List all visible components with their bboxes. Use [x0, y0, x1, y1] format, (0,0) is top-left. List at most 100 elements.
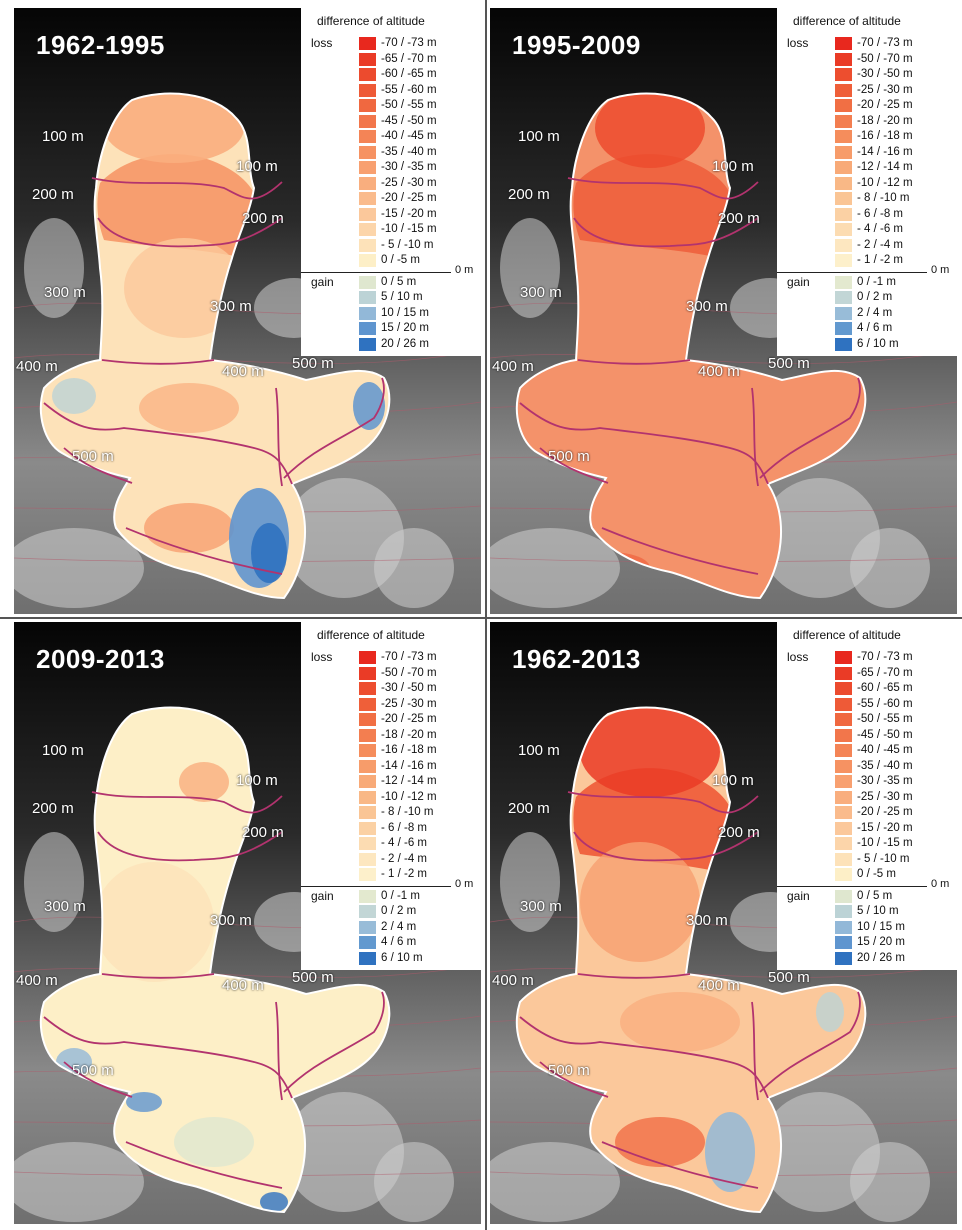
- contour-label: 300 m: [210, 298, 252, 315]
- legend-swatch: [359, 713, 376, 726]
- terrain-patch: [850, 1142, 930, 1222]
- contour-label: 500 m: [548, 1062, 590, 1079]
- contour-label: 400 m: [16, 972, 58, 989]
- legend-label: -65 / -70 m: [381, 52, 437, 65]
- legend-swatch: [359, 728, 376, 742]
- altitude-change-zone: [104, 93, 244, 163]
- legend-label: -70 / -73 m: [381, 651, 437, 663]
- legend-label: -40 / -45 m: [381, 130, 437, 142]
- contour-label: 500 m: [72, 1062, 114, 1079]
- legend-label: 6 / 10 m: [381, 951, 423, 964]
- altitude-contour: [125, 527, 283, 575]
- contour-label: 200 m: [32, 186, 74, 203]
- legend-label: -16 / -18 m: [381, 744, 437, 756]
- terrain-patch: [490, 1142, 620, 1222]
- legend-swatch: [835, 275, 852, 289]
- legend-label: 15 / 20 m: [857, 936, 905, 948]
- contour-label: 100 m: [42, 128, 84, 145]
- terrain-patch: [374, 528, 454, 608]
- terrain-patch: [14, 528, 144, 608]
- legend-label: -25 / -30 m: [381, 176, 437, 189]
- legend-loss-label: loss: [787, 36, 809, 50]
- terrain-patch: [490, 528, 620, 608]
- legend-swatch: [359, 905, 376, 918]
- vertical-divider: [485, 0, 487, 1230]
- legend-label: -35 / -40 m: [381, 145, 437, 158]
- legend-swatch: [835, 790, 852, 804]
- altitude-change-zone: [94, 862, 214, 982]
- legend-label: -50 / -55 m: [381, 99, 437, 111]
- legend-swatch: [835, 68, 852, 81]
- glacier-outline: [515, 92, 867, 600]
- legend-swatch: [835, 951, 852, 965]
- legend-swatch: [835, 130, 852, 143]
- legend-swatch: [835, 666, 852, 680]
- legend-swatch: [835, 682, 852, 695]
- altitude-change-zone: [144, 503, 234, 553]
- legend-label: -12 / -14 m: [857, 161, 913, 173]
- legend-label: -15 / -20 m: [381, 207, 437, 220]
- legend-label: -12 / -14 m: [381, 775, 437, 787]
- contour-label: 500 m: [72, 448, 114, 465]
- legend-swatch: [359, 37, 376, 50]
- legend-swatch: [359, 52, 376, 66]
- legend-swatch: [359, 83, 376, 97]
- legend-label: 2 / 4 m: [381, 920, 417, 933]
- altitude-change-zone: [615, 1117, 705, 1167]
- legend-label: -50 / -70 m: [857, 52, 913, 65]
- legend-swatch: [359, 99, 376, 112]
- legend-swatch: [835, 821, 852, 835]
- legend-swatch: [835, 852, 852, 866]
- legend-label: -70 / -73 m: [381, 37, 437, 49]
- legend-swatch: [835, 223, 852, 236]
- legend-swatch: [359, 192, 376, 205]
- legend-label: -30 / -35 m: [857, 775, 913, 787]
- legend-label: -25 / -30 m: [857, 83, 913, 96]
- legend-label: -25 / -30 m: [381, 697, 437, 710]
- legend-swatch: [359, 275, 376, 289]
- contour-label: 500 m: [768, 969, 810, 986]
- contour-label: 400 m: [16, 358, 58, 375]
- legend-label: -14 / -16 m: [857, 145, 913, 158]
- legend-label: - 1 / -2 m: [381, 868, 428, 880]
- zero-label: 0 m: [931, 877, 950, 890]
- legend-swatch: [359, 207, 376, 221]
- legend-swatch: [835, 905, 852, 918]
- altitude-contour: [63, 447, 133, 484]
- altitude-change-zone: [816, 992, 844, 1032]
- contour-label: 200 m: [242, 824, 284, 841]
- legend-label: - 4 / -6 m: [857, 223, 904, 235]
- altitude-change-zone: [595, 93, 705, 168]
- altitude-contour: [573, 217, 759, 248]
- legend-label: 20 / 26 m: [857, 951, 905, 964]
- legend-swatch: [359, 682, 376, 695]
- legend-label: -70 / -73 m: [857, 37, 913, 49]
- legend-swatch: [359, 666, 376, 680]
- legend-swatch: [835, 254, 852, 267]
- contour-label: 400 m: [698, 977, 740, 994]
- legend-label: 4 / 6 m: [381, 936, 417, 948]
- glacier-outline: [515, 706, 867, 1214]
- legend-swatch: [359, 145, 376, 159]
- legend-swatch: [835, 52, 852, 66]
- legend-loss-label: loss: [311, 650, 333, 664]
- legend-label: -60 / -65 m: [857, 682, 913, 694]
- legend-label: -55 / -60 m: [381, 83, 437, 96]
- glacier-outline: [39, 706, 391, 1214]
- legend-label: -10 / -15 m: [381, 223, 437, 235]
- legend-label: - 1 / -2 m: [857, 254, 904, 266]
- legend-gain-label: gain: [311, 888, 334, 903]
- legend-label: -35 / -40 m: [857, 759, 913, 772]
- panel-title: 1995-2009: [512, 30, 641, 60]
- map-panel: 1962-2013 100 m 100 m 200 m 200 m 300 m 300 m 4…: [490, 622, 957, 1224]
- legend-label: 2 / 4 m: [857, 306, 893, 319]
- altitude-change-zone: [52, 378, 96, 414]
- altitude-contour: [573, 831, 759, 862]
- contour-label: 300 m: [44, 898, 86, 915]
- contour-label: 300 m: [520, 284, 562, 301]
- legend-swatch: [359, 130, 376, 143]
- zero-label: 0 m: [931, 263, 950, 276]
- legend-label: -18 / -20 m: [381, 728, 437, 741]
- altitude-contour: [751, 1001, 759, 1101]
- legend-label: -60 / -65 m: [381, 68, 437, 80]
